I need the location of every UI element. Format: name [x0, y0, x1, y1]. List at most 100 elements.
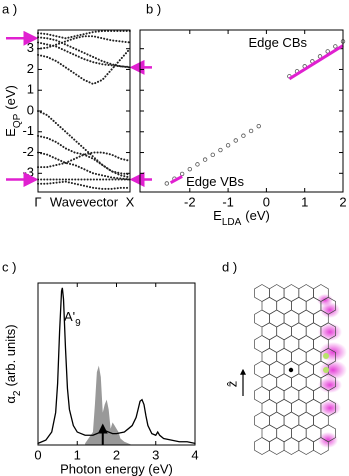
x-axis-label: Photon energy (eV) — [60, 461, 173, 476]
hexagon — [298, 437, 314, 455]
point — [325, 49, 330, 54]
annotation-sub: 9 — [75, 318, 81, 329]
y-axis-label-main: E — [3, 128, 18, 137]
hexagon — [254, 437, 270, 455]
point — [333, 44, 338, 49]
point — [241, 133, 246, 138]
point — [179, 171, 185, 177]
hexagon — [313, 437, 329, 455]
axis-label: ẑ — [224, 381, 239, 388]
panel-label: d ) — [222, 259, 237, 274]
hexagon — [276, 322, 292, 341]
hexagon — [261, 347, 278, 366]
hexagon — [261, 296, 278, 315]
annotation: A'9 — [64, 309, 81, 329]
x-tick-label: 3 — [152, 447, 159, 462]
panel: a ) Γ X -3 -2 -1 0 1 2 3 — [2, 1, 152, 209]
hexagon — [276, 398, 292, 417]
point — [248, 128, 254, 134]
point — [202, 157, 208, 162]
plot-frame — [37, 282, 196, 446]
hexagon — [305, 398, 322, 417]
hexagon — [291, 398, 307, 417]
line — [37, 287, 196, 445]
hexagon — [261, 373, 278, 392]
atom-green — [323, 353, 329, 359]
hexagon — [291, 424, 307, 443]
plot-frame — [37, 29, 131, 193]
hexagon — [276, 296, 292, 315]
hexagon — [291, 373, 307, 392]
area — [85, 365, 133, 445]
y-axis-label-unit: (eV) — [3, 85, 18, 110]
y-tick-label: -2 — [22, 144, 34, 159]
x-axis-label-sub: LDA — [222, 217, 242, 228]
x-axis-label-unit: (eV) — [245, 208, 270, 223]
hexagon — [283, 437, 300, 455]
hexagon — [261, 398, 278, 417]
x-axis-label-main: E — [213, 208, 222, 223]
x-tick-label: 0 — [34, 447, 41, 462]
y-tick-label: -3 — [22, 165, 34, 180]
annotation-main: A' — [64, 309, 75, 324]
hexagon — [261, 322, 278, 341]
x-tick-label: 1 — [74, 447, 81, 462]
point — [164, 181, 170, 186]
hexagon — [269, 437, 285, 455]
panel: b ) -2 -1 0 1 2 Edge CBs Edge VBs — [139, 1, 347, 209]
hexagon — [261, 424, 278, 443]
x-tick-label: 4 — [191, 447, 198, 462]
y-tick-label: 0 — [27, 102, 34, 117]
line — [37, 30, 131, 40]
hexagon — [305, 373, 322, 392]
hexagon — [276, 347, 292, 366]
y-axis-label: α2 (arb. units) — [3, 324, 23, 403]
y-tick-label: 3 — [27, 40, 34, 55]
line — [37, 151, 131, 181]
y-axis-label-main: α — [3, 396, 18, 404]
x-axis-label: ELDA (eV) — [213, 208, 270, 228]
edge-label: Edge CBs — [248, 35, 307, 50]
y-tick-label: 1 — [27, 82, 34, 97]
line — [37, 180, 131, 190]
y-tick-label: 2 — [27, 61, 34, 76]
x-tick-label: 1 — [301, 194, 308, 209]
hexagon — [291, 322, 307, 341]
line — [37, 151, 131, 169]
hexagon — [276, 424, 292, 443]
line — [37, 134, 131, 179]
point — [225, 143, 231, 148]
y-axis-label-sub: QP — [12, 113, 23, 128]
hexagon — [276, 373, 292, 392]
point — [210, 152, 215, 158]
edge-state-glow — [318, 323, 342, 341]
hexagon — [305, 296, 322, 315]
y-axis-label-sub: 2 — [12, 390, 23, 396]
y-axis-label-unit: (arb. units) — [3, 324, 18, 386]
point — [233, 138, 238, 143]
point — [256, 123, 261, 129]
atom-green — [323, 367, 329, 373]
x-tick-label: 2 — [113, 447, 120, 462]
x-tick-label: 2 — [339, 194, 346, 209]
panel-label: c ) — [2, 259, 16, 274]
line — [37, 47, 131, 86]
hexagon — [305, 347, 322, 366]
x-tick-label: -1 — [222, 194, 234, 209]
panel-label: b ) — [146, 1, 161, 16]
line — [37, 35, 131, 50]
y-tick-label: -1 — [22, 123, 34, 138]
plot-frame — [139, 29, 344, 193]
edge-state-glow — [319, 342, 347, 362]
atom-defect — [288, 367, 294, 373]
x-axis-label: Wavevector — [50, 194, 119, 209]
line — [37, 110, 131, 176]
edge-state-glow — [317, 294, 333, 306]
line — [37, 36, 131, 69]
hexagon — [291, 296, 307, 315]
x-tick-label: 0 — [263, 194, 270, 209]
edge-line — [288, 44, 344, 81]
y-axis-label: EQP (eV) — [3, 85, 23, 137]
hexagon — [291, 347, 307, 366]
